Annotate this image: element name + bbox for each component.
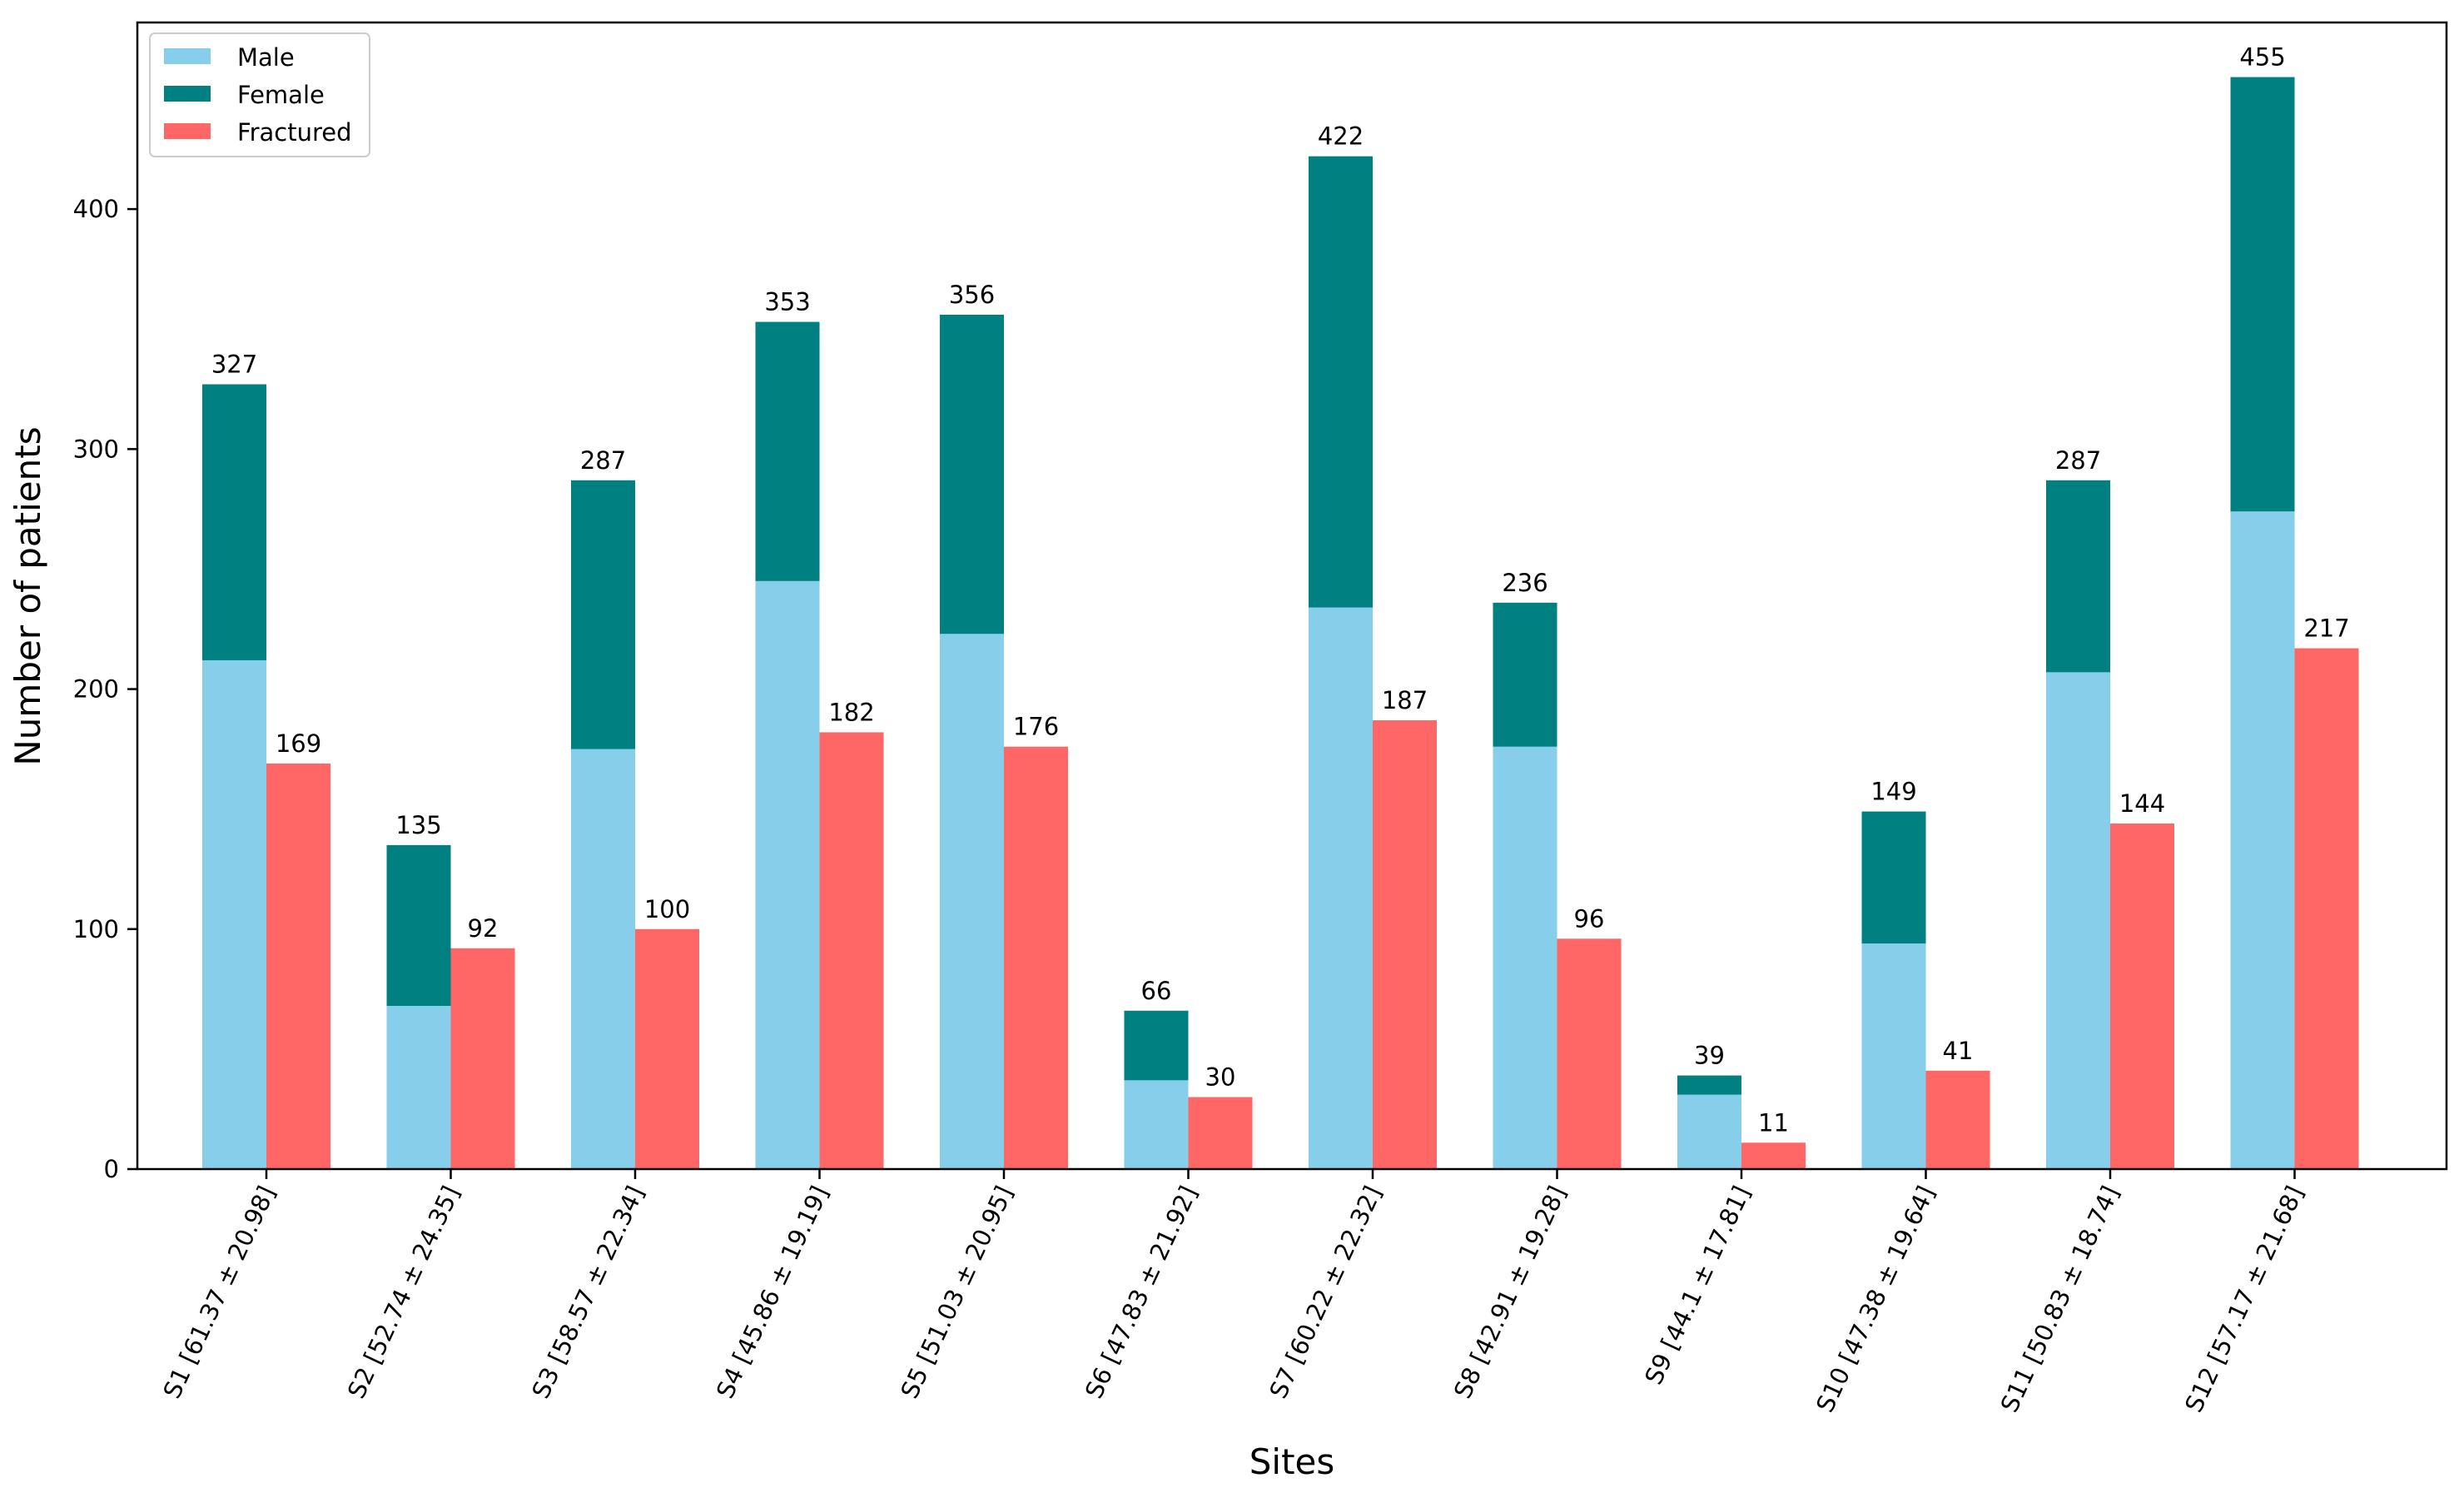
- bar-female-s3: [571, 480, 635, 749]
- stack-total-label-s11: 287: [2055, 446, 2101, 475]
- fractured-label-s7: 187: [1382, 686, 1428, 714]
- bar-female-s2: [386, 844, 451, 1007]
- bars-layer: [202, 77, 2359, 1169]
- bar-fractured-s3: [635, 928, 699, 1169]
- fractured-label-s9: 11: [1758, 1108, 1789, 1137]
- bar-female-s10: [1861, 811, 1926, 944]
- bar-fractured-s2: [450, 948, 515, 1169]
- bar-fractured-s6: [1188, 1097, 1253, 1169]
- y-axis-title: Number of patients: [7, 426, 48, 765]
- bar-male-s8: [1493, 746, 1557, 1169]
- fractured-label-s12: 217: [2303, 615, 2349, 643]
- bar-fractured-s5: [1004, 746, 1068, 1169]
- x-axis-title: Sites: [1249, 1441, 1335, 1482]
- fractured-label-s4: 182: [828, 698, 874, 726]
- bar-male-s11: [2046, 672, 2110, 1169]
- stack-total-label-s2: 135: [395, 811, 441, 839]
- bar-fractured-s4: [819, 732, 884, 1169]
- plot-frame: [136, 21, 2448, 1171]
- bar-fractured-s8: [1557, 938, 1622, 1169]
- stack-total-label-s6: 66: [1141, 977, 1172, 1005]
- legend-label-male: Male: [237, 43, 295, 72]
- bar-female-s11: [2046, 480, 2110, 673]
- legend-swatch-fractured: [164, 123, 211, 139]
- bar-female-s9: [1677, 1075, 1741, 1095]
- bar-male-s5: [940, 634, 1004, 1169]
- legend-label-fractured: Fractured: [237, 118, 352, 147]
- y-tick-label-0: 0: [104, 1155, 119, 1183]
- bar-fractured-s7: [1373, 720, 1437, 1169]
- stack-total-label-s10: 149: [1870, 778, 1916, 806]
- bar-male-s12: [2230, 511, 2295, 1169]
- legend-swatch-male: [164, 48, 211, 64]
- bar-female-s8: [1493, 602, 1557, 747]
- bar-fractured-s9: [1741, 1142, 1806, 1169]
- legend-label-female: Female: [237, 81, 325, 109]
- fractured-label-s8: 96: [1574, 904, 1605, 933]
- stack-total-label-s4: 353: [764, 288, 810, 316]
- stack-total-label-s7: 422: [1318, 122, 1364, 151]
- bar-fractured-s10: [1925, 1070, 1990, 1169]
- stack-total-label-s8: 236: [1502, 569, 1547, 597]
- fractured-label-s1: 169: [276, 729, 321, 758]
- data-labels-layer: 327 169 135 92 287 100 353 182 356 176 66 30 422 187 2…: [211, 43, 2350, 1137]
- bar-male-s10: [1861, 943, 1926, 1169]
- bar-male-s1: [202, 659, 266, 1169]
- bar-fractured-s1: [266, 763, 330, 1169]
- stack-total-label-s5: 356: [949, 281, 995, 309]
- bar-female-s5: [940, 314, 1004, 635]
- legend-swatch-female: [164, 86, 211, 102]
- bar-male-s9: [1677, 1094, 1741, 1169]
- stack-total-label-s3: 287: [580, 446, 626, 475]
- fractured-label-s2: 92: [468, 914, 499, 943]
- stack-total-label-s12: 455: [2239, 43, 2285, 72]
- fractured-label-s10: 41: [1943, 1037, 1974, 1065]
- y-tick-label-100: 100: [73, 915, 119, 943]
- y-tick-label-300: 300: [73, 435, 119, 463]
- bar-female-s12: [2230, 77, 2295, 512]
- bar-male-s7: [1309, 607, 1373, 1169]
- bar-male-s3: [571, 749, 635, 1169]
- y-tick-label-400: 400: [73, 195, 119, 223]
- bar-female-s1: [202, 384, 266, 660]
- bar-female-s7: [1309, 156, 1373, 608]
- fractured-label-s11: 144: [2119, 789, 2165, 818]
- fractured-label-s3: 100: [644, 895, 690, 923]
- bar-male-s4: [755, 580, 820, 1169]
- stack-total-label-s9: 39: [1694, 1042, 1725, 1070]
- bar-female-s4: [755, 321, 820, 581]
- bar-fractured-s12: [2294, 648, 2359, 1169]
- stack-total-label-s1: 327: [211, 351, 257, 379]
- bar-male-s2: [386, 1006, 451, 1169]
- bar-male-s6: [1124, 1080, 1189, 1169]
- y-axis: 0 100 200 300 400: [73, 195, 137, 1183]
- y-tick-label-200: 200: [73, 675, 119, 704]
- bar-female-s6: [1124, 1010, 1189, 1081]
- bar-fractured-s11: [2110, 823, 2174, 1169]
- legend: Male Female Fractured: [149, 32, 370, 157]
- fractured-label-s6: 30: [1205, 1063, 1236, 1092]
- fractured-label-s5: 176: [1013, 713, 1059, 741]
